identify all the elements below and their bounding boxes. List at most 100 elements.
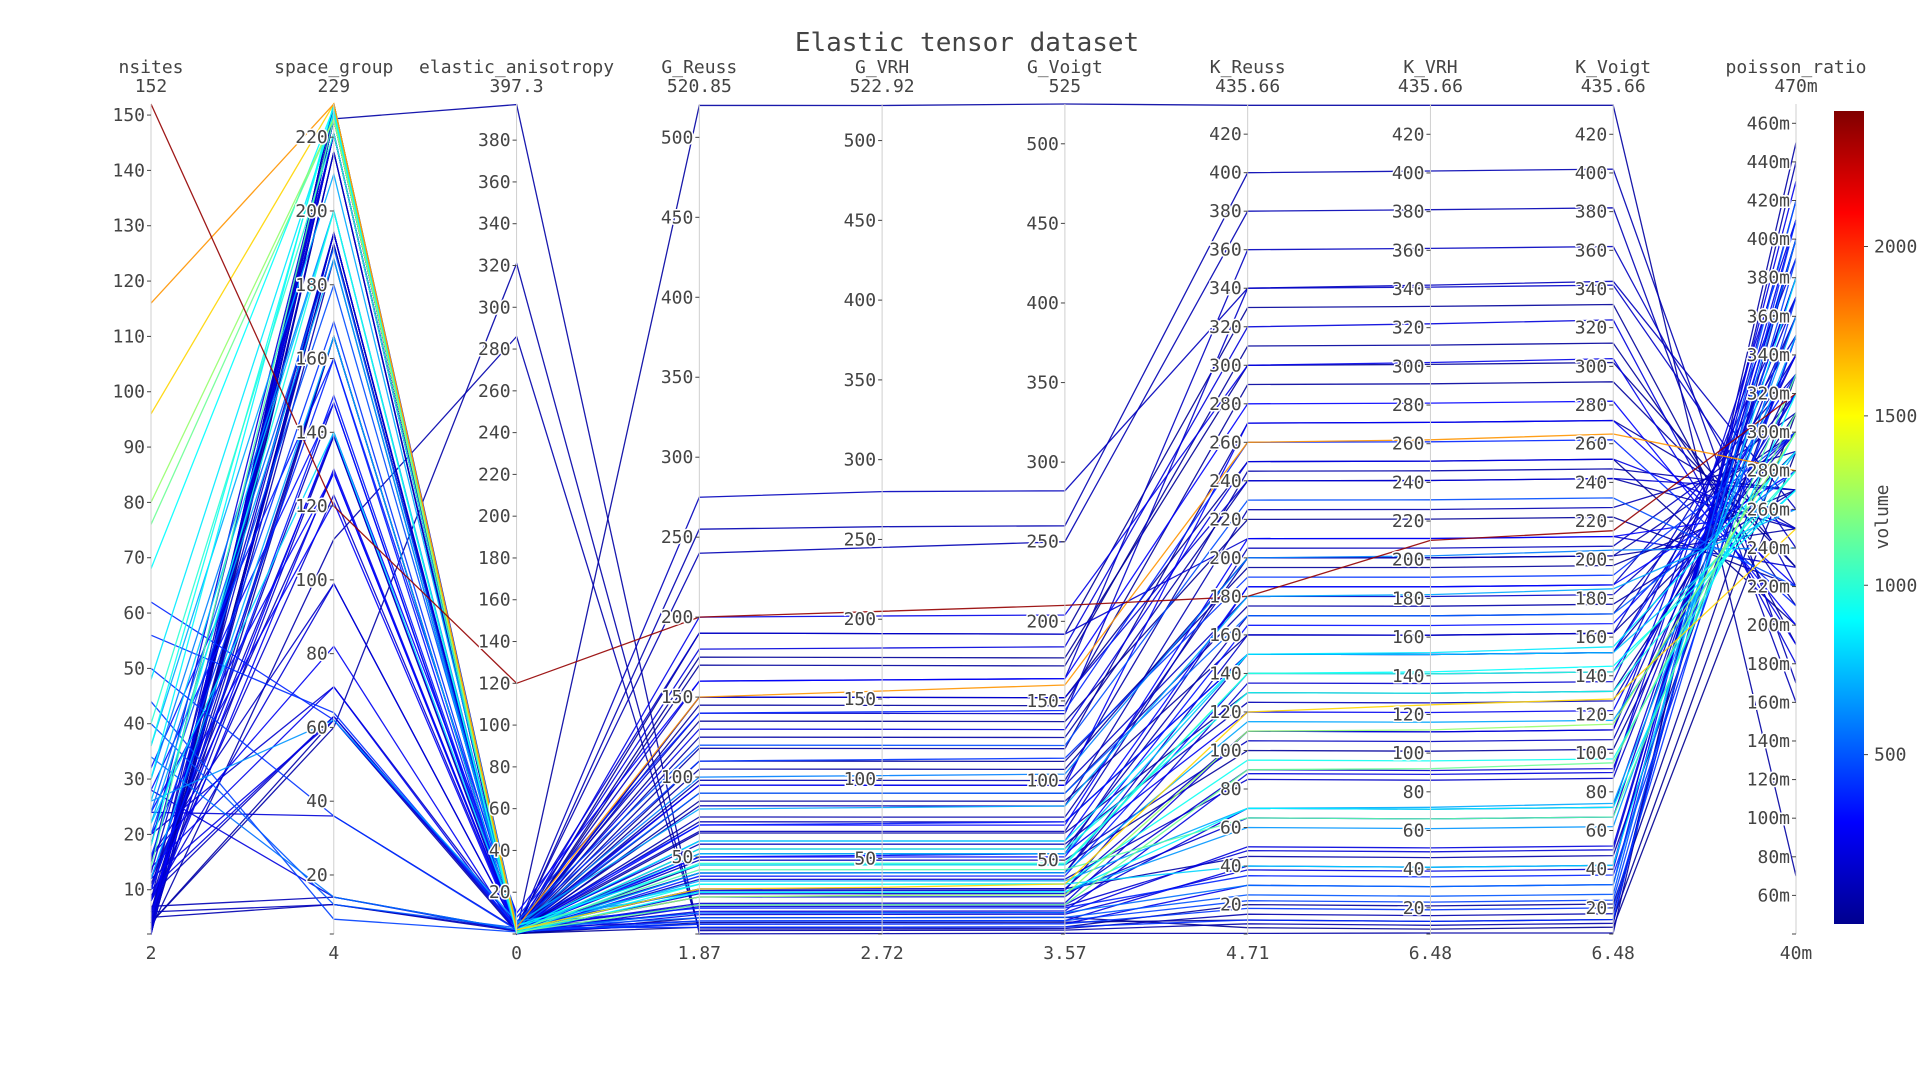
tick-label-nsites: 20	[123, 824, 145, 845]
axis-min-label-nsites: 2	[146, 943, 157, 964]
tick-label-space-group: 180	[295, 275, 328, 296]
tick-label-poisson-ratio: 420m	[1747, 191, 1790, 212]
tick-label-poisson-ratio: 240m	[1747, 538, 1790, 559]
tick-label-space-group: 100	[295, 570, 328, 591]
tick-label-k-voigt: 80	[1586, 782, 1608, 803]
tick-label-space-group: 200	[295, 201, 328, 222]
tick-label-elastic-anisotropy: 120	[478, 673, 511, 694]
tick-label-g-voigt: 300	[1026, 452, 1059, 473]
axis-max-label-g-vrh: 522.92	[850, 76, 915, 97]
axis-title-elastic-anisotropy: elastic_anisotropy	[419, 57, 614, 78]
axis-min-label-k-voigt: 6.48	[1592, 943, 1635, 964]
axis-min-label-g-voigt: 3.57	[1043, 943, 1086, 964]
polylines-layer	[150, 102, 1797, 936]
tick-label-k-vrh: 60	[1403, 820, 1425, 841]
tick-label-k-vrh: 120	[1392, 704, 1425, 725]
data-line-6	[150, 105, 1797, 927]
tick-label-poisson-ratio: 280m	[1747, 461, 1790, 482]
tick-label-k-vrh: 400	[1392, 163, 1425, 184]
tick-label-k-reuss: 40	[1220, 856, 1242, 877]
data-line-12	[150, 319, 1797, 927]
tick-label-poisson-ratio: 320m	[1747, 384, 1790, 405]
tick-label-space-group: 160	[295, 349, 328, 370]
colorbar-gradient	[1834, 111, 1864, 924]
tick-label-elastic-anisotropy: 20	[489, 882, 511, 903]
tick-label-k-vrh: 180	[1392, 588, 1425, 609]
data-line-32	[150, 334, 1797, 933]
tick-label-g-reuss: 450	[661, 207, 694, 228]
colorbar-title: volume	[1872, 484, 1893, 549]
tick-label-elastic-anisotropy: 260	[478, 381, 511, 402]
tick-label-nsites: 150	[112, 105, 145, 126]
axis-title-k-reuss: K_Reuss	[1210, 57, 1286, 78]
tick-label-k-voigt: 360	[1575, 240, 1608, 261]
tick-label-poisson-ratio: 260m	[1747, 499, 1790, 520]
tick-label-k-voigt: 340	[1575, 279, 1608, 300]
tick-label-k-voigt: 160	[1575, 627, 1608, 648]
tick-label-elastic-anisotropy: 80	[489, 757, 511, 778]
tick-label-g-voigt: 350	[1026, 373, 1059, 394]
axis-min-label-space-group: 4	[328, 943, 339, 964]
tick-label-k-voigt: 280	[1575, 395, 1608, 416]
tick-label-k-reuss: 420	[1209, 124, 1242, 145]
tick-label-k-reuss: 120	[1209, 702, 1242, 723]
tick-label-g-voigt: 400	[1026, 293, 1059, 314]
data-line-17	[150, 118, 1797, 934]
axis-max-label-k-vrh: 435.66	[1398, 76, 1463, 97]
tick-label-k-reuss: 280	[1209, 394, 1242, 415]
tick-label-elastic-anisotropy: 100	[478, 715, 511, 736]
tick-label-k-reuss: 400	[1209, 163, 1242, 184]
tick-label-space-group: 140	[295, 422, 328, 443]
tick-label-elastic-anisotropy: 360	[478, 172, 511, 193]
tick-label-poisson-ratio: 440m	[1747, 152, 1790, 173]
axis-max-label-space-group: 229	[318, 76, 351, 97]
tick-label-poisson-ratio: 80m	[1757, 847, 1790, 868]
data-line-13	[150, 356, 1797, 919]
axis-title-nsites: nsites	[118, 57, 183, 78]
tick-label-poisson-ratio: 340m	[1747, 345, 1790, 366]
tick-label-nsites: 130	[112, 216, 145, 237]
data-line-15	[150, 400, 1797, 915]
tick-label-g-voigt: 200	[1026, 611, 1059, 632]
tick-label-k-vrh: 340	[1392, 279, 1425, 300]
tick-label-poisson-ratio: 300m	[1747, 422, 1790, 443]
data-line-38	[150, 200, 1797, 929]
tick-label-k-vrh: 40	[1403, 859, 1425, 880]
tick-label-k-voigt: 320	[1575, 318, 1608, 339]
data-line-87	[150, 103, 1797, 935]
tick-label-k-voigt: 100	[1575, 743, 1608, 764]
tick-label-k-reuss: 380	[1209, 201, 1242, 222]
data-line-59	[150, 500, 1797, 934]
data-line-27	[150, 103, 1797, 935]
data-line-23	[150, 103, 1797, 935]
tick-label-g-voigt: 50	[1037, 850, 1059, 871]
tick-label-k-reuss: 260	[1209, 432, 1242, 453]
tick-label-elastic-anisotropy: 280	[478, 339, 511, 360]
tick-label-k-reuss: 140	[1209, 663, 1242, 684]
tick-label-k-reuss: 220	[1209, 509, 1242, 530]
axis-min-label-poisson-ratio: 40m	[1780, 943, 1813, 964]
colorbar-tick-label: 500	[1874, 745, 1907, 766]
tick-label-k-voigt: 40	[1586, 859, 1608, 880]
tick-label-poisson-ratio: 160m	[1747, 692, 1790, 713]
axis-title-k-vrh: K_VRH	[1403, 57, 1457, 78]
tick-label-k-vrh: 100	[1392, 743, 1425, 764]
tick-label-elastic-anisotropy: 300	[478, 297, 511, 318]
tick-label-g-vrh: 200	[844, 609, 877, 630]
tick-label-g-reuss: 300	[661, 447, 694, 468]
tick-label-k-reuss: 360	[1209, 240, 1242, 261]
data-line-24	[150, 238, 1797, 930]
tick-label-poisson-ratio: 220m	[1747, 577, 1790, 598]
tick-label-space-group: 120	[295, 496, 328, 517]
tick-label-space-group: 40	[306, 791, 328, 812]
tick-label-nsites: 70	[123, 548, 145, 569]
data-line-37	[150, 238, 1797, 931]
axis-min-label-elastic-anisotropy: 0	[511, 943, 522, 964]
tick-label-k-reuss: 180	[1209, 586, 1242, 607]
tick-label-g-reuss: 100	[661, 767, 694, 788]
data-line-80	[150, 400, 1797, 932]
tick-label-k-voigt: 240	[1575, 472, 1608, 493]
tick-label-space-group: 220	[295, 127, 328, 148]
tick-label-k-reuss: 200	[1209, 548, 1242, 569]
